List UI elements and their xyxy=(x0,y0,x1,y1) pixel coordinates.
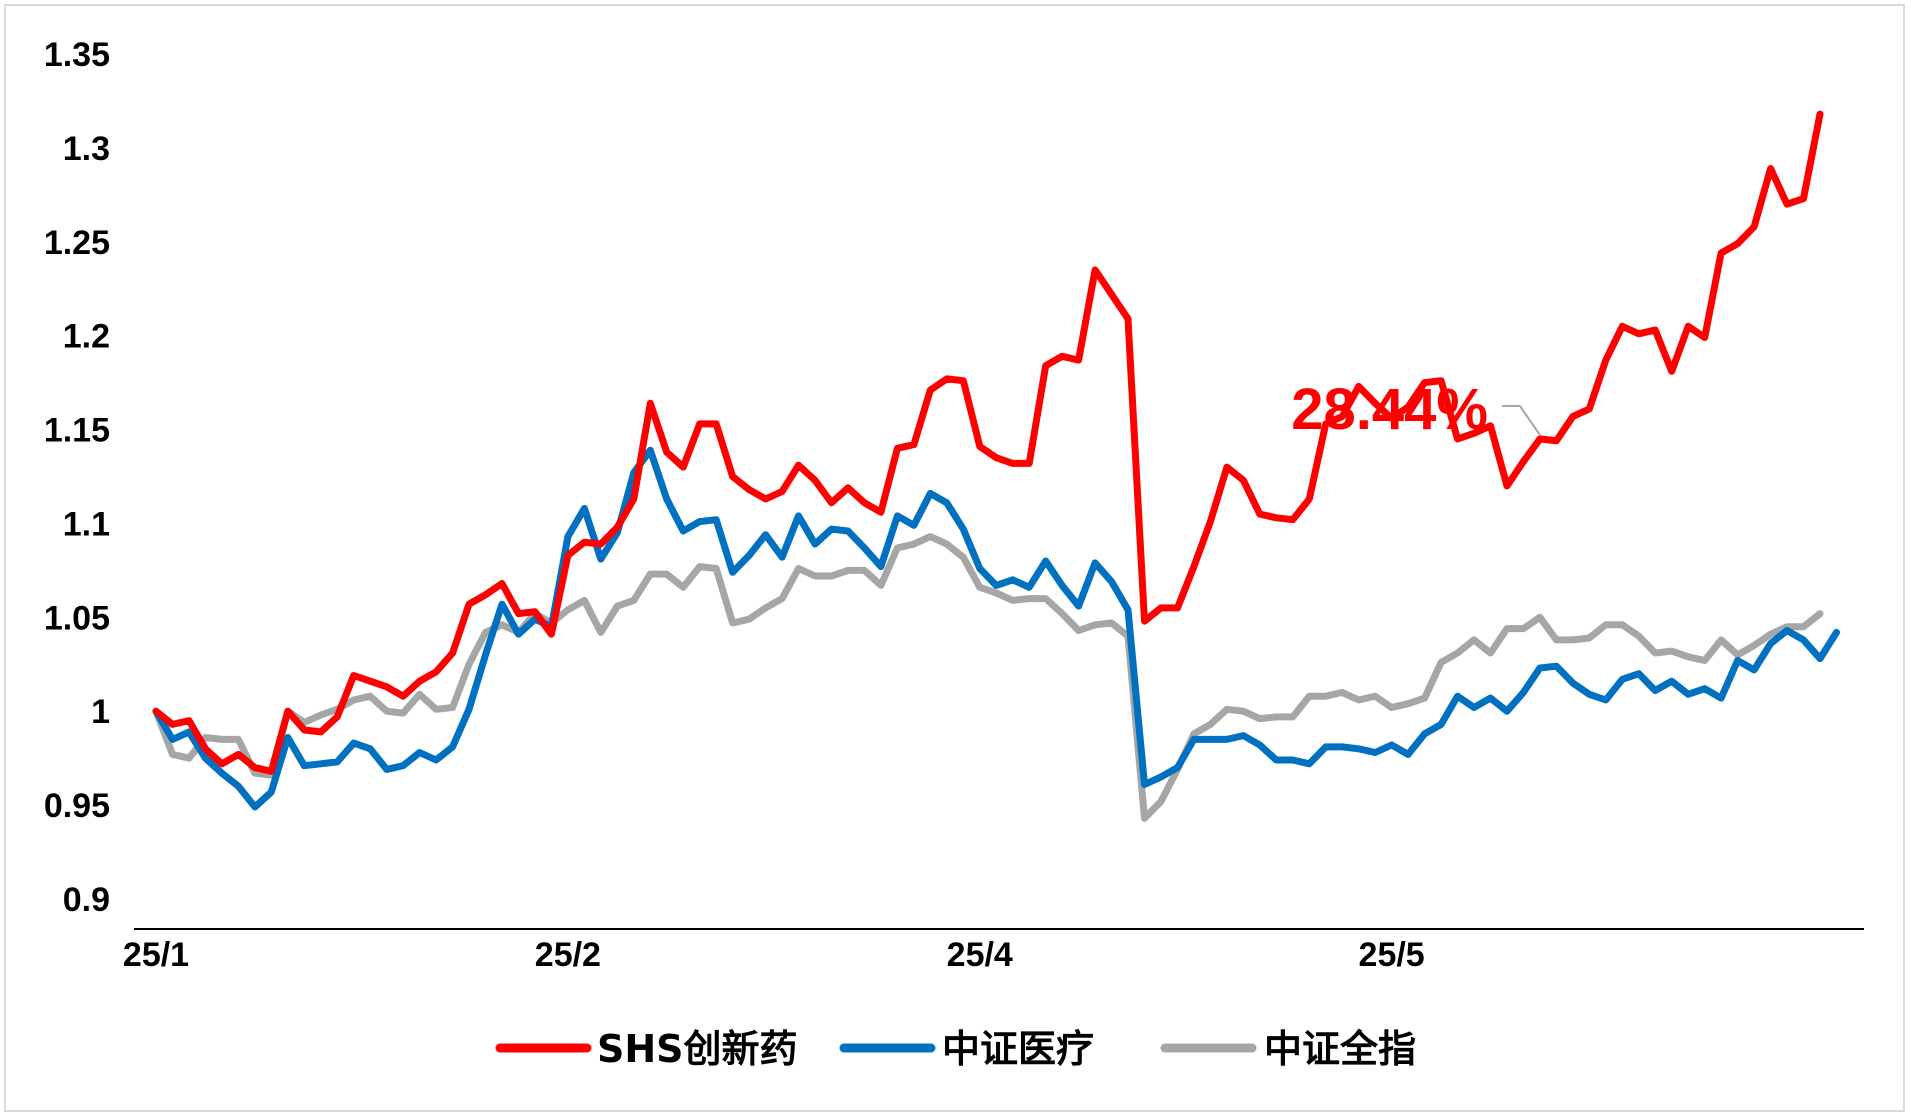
series-line-0 xyxy=(152,110,1824,775)
y-tick-label: 1.15 xyxy=(44,412,110,450)
x-tick-label: 25/1 xyxy=(123,936,189,974)
legend-label-0: SHS创新药 xyxy=(597,1027,798,1071)
legend: SHS创新药 中证医疗 中证全指 xyxy=(495,1027,1416,1071)
annotation-label: 28.44% xyxy=(1291,377,1488,442)
y-tick-label: 1 xyxy=(91,693,110,731)
chart-frame: 0.9 0.95 1 1.05 1.1 1.15 1.2 1.25 1.3 1.35 25/1 25… xyxy=(4,4,1905,1112)
annotation-layer: 28.44% xyxy=(1291,377,1541,442)
x-tick-label: 25/2 xyxy=(535,936,601,974)
series-line-1 xyxy=(152,446,1840,811)
x-tick-label: 25/4 xyxy=(947,936,1013,974)
series-layer xyxy=(152,110,1840,822)
legend-label-2: 中证全指 xyxy=(1264,1027,1416,1071)
series-line-2 xyxy=(152,533,1824,822)
y-axis: 0.9 0.95 1 1.05 1.1 1.15 1.2 1.25 1.3 1.35 xyxy=(44,36,110,919)
y-tick-label: 0.9 xyxy=(63,881,110,919)
y-tick-label: 1.1 xyxy=(63,505,110,543)
annotation-leader-line xyxy=(1501,404,1541,436)
y-tick-label: 1.05 xyxy=(44,599,110,637)
y-tick-label: 1.35 xyxy=(44,36,110,74)
y-tick-label: 0.95 xyxy=(44,787,110,825)
y-tick-label: 1.3 xyxy=(63,130,110,168)
legend-label-1: 中证医疗 xyxy=(942,1027,1094,1071)
x-tick-label: 25/5 xyxy=(1359,936,1425,974)
y-tick-label: 1.25 xyxy=(44,224,110,262)
y-tick-label: 1.2 xyxy=(63,318,110,356)
x-axis: 25/1 25/2 25/4 25/5 xyxy=(123,928,1864,974)
